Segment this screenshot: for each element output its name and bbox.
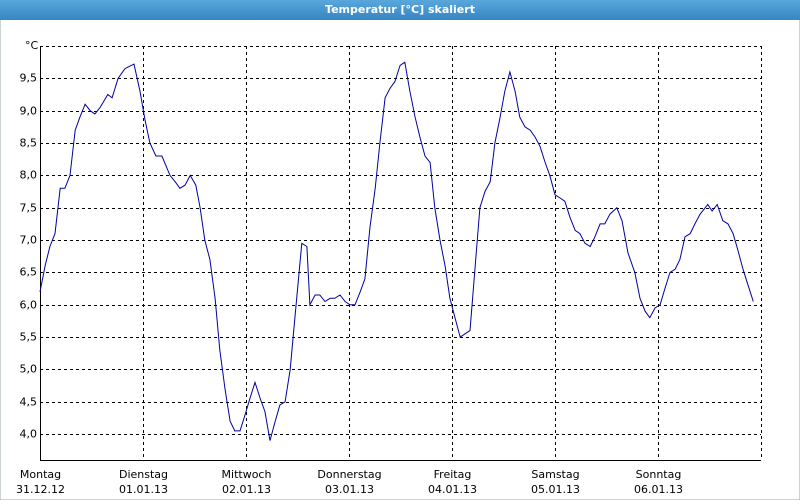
y-tick-label: 5,5: [20, 331, 38, 344]
y-tick-label: 8,5: [20, 137, 38, 150]
x-tick-date: 05.01.13: [531, 483, 580, 496]
y-tick-label: 4,0: [20, 428, 38, 441]
x-tick-date: 06.01.13: [634, 483, 683, 496]
x-tick-date: 04.01.13: [428, 483, 477, 496]
y-tick-label: 9,0: [20, 105, 38, 118]
title-bar: [0, 0, 800, 20]
x-tick-label: Dienstag: [119, 468, 168, 481]
y-tick-label: 4,5: [20, 396, 38, 409]
x-tick-label: Mittwoch: [222, 468, 272, 481]
y-tick-label: 9,5: [20, 72, 38, 85]
x-tick-date: 01.01.13: [119, 483, 168, 496]
y-tick-label: 6,5: [20, 266, 38, 279]
temperature-line: [39, 61, 754, 441]
x-tick-label: Samstag: [531, 468, 579, 481]
x-tick-date: 31.12.12: [16, 483, 65, 496]
y-tick-label: 7,5: [20, 202, 38, 215]
chart-title: Temperatur [°C] skaliert: [325, 3, 475, 16]
x-tick-date: 03.01.13: [325, 483, 374, 496]
y-tick-label: 8,0: [20, 169, 38, 182]
x-tick-label: Sonntag: [636, 468, 682, 481]
x-tick-label: Montag: [20, 468, 61, 481]
x-tick-label: Donnerstag: [317, 468, 381, 481]
y-axis-label: °C: [25, 39, 39, 52]
x-tick-date: 02.01.13: [222, 483, 271, 496]
y-tick-label: 6,0: [20, 299, 38, 312]
y-tick-label: 7,0: [20, 234, 38, 247]
x-tick-label: Freitag: [434, 468, 472, 481]
y-tick-label: 5,0: [20, 363, 38, 376]
